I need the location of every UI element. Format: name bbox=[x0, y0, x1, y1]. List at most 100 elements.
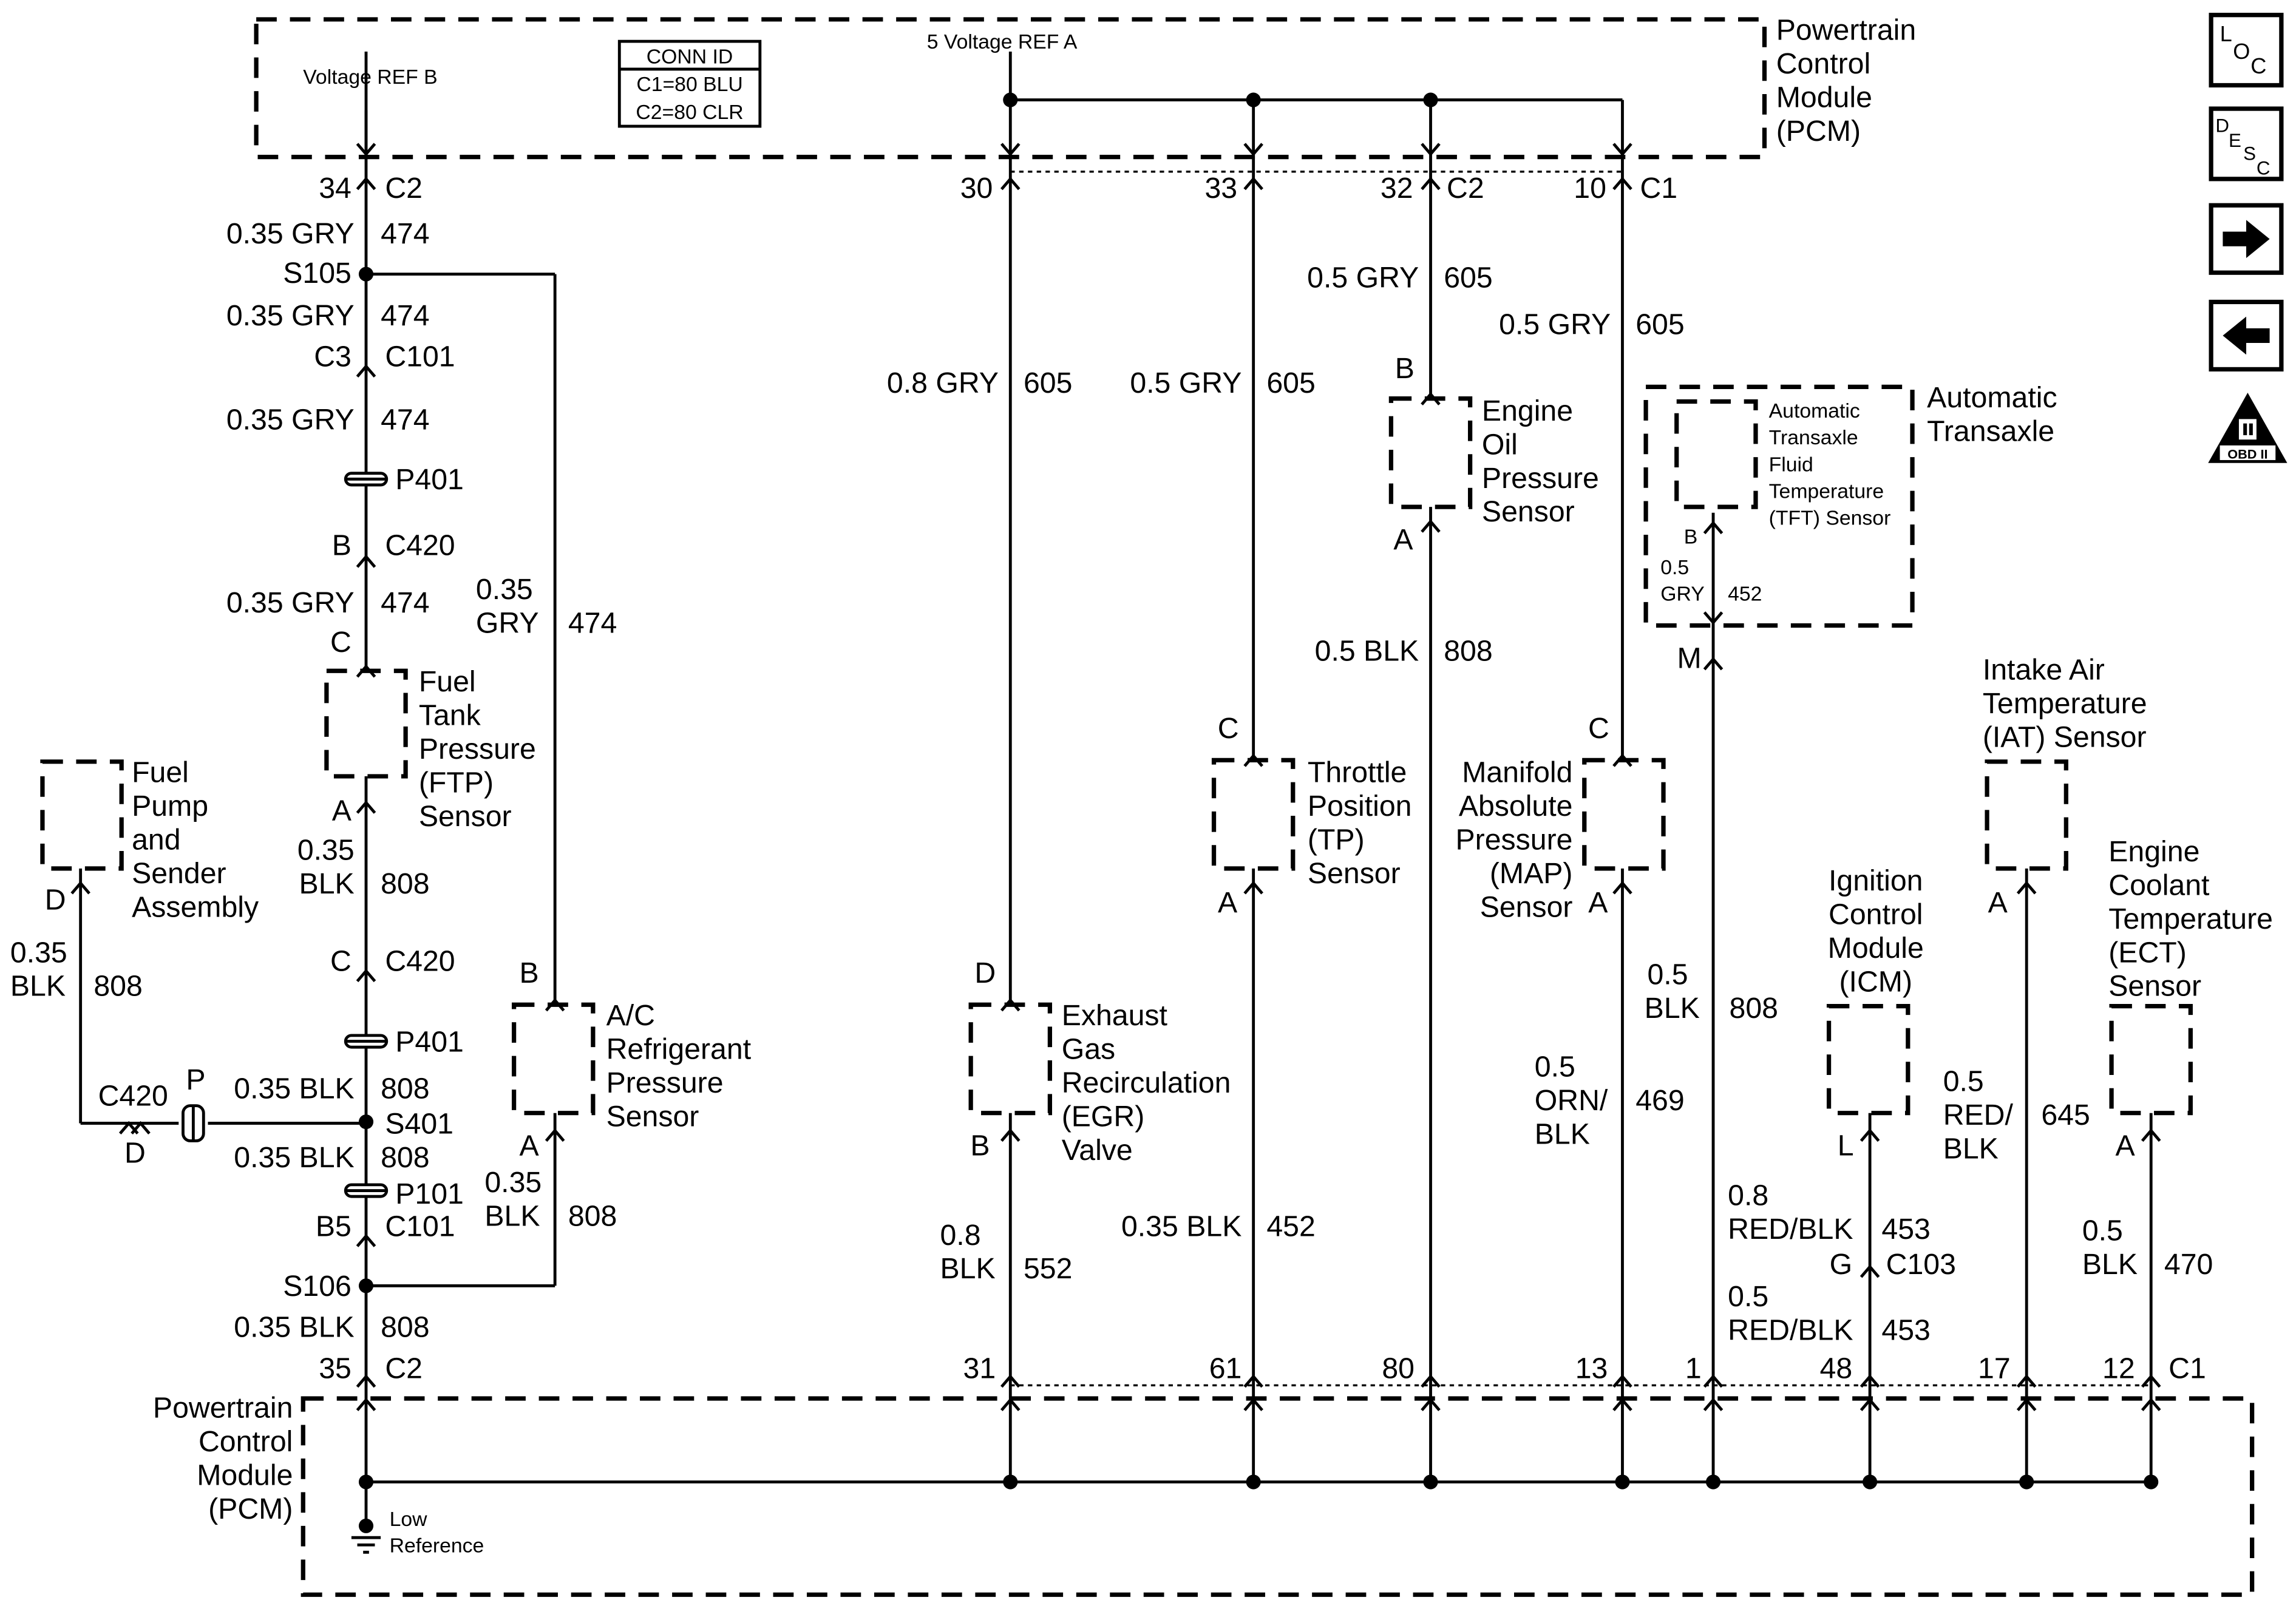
ac-sensor-name-lines-line-2-label: Pressure bbox=[606, 1066, 724, 1099]
egr-valve-name-lines-line-0-label: Exhaust bbox=[1062, 999, 1168, 1032]
fuel-pump-box bbox=[40, 759, 124, 871]
tft-sensor-name-lines-line-0-label: Automatic bbox=[1769, 399, 1860, 422]
oil-sensor-box bbox=[1388, 396, 1473, 509]
tp-sensor-name-lines-line-2-label: (TP) bbox=[1308, 824, 1365, 856]
left-circuit-w5-line-0-label: 0.35 bbox=[297, 833, 355, 866]
bus-splice-dot bbox=[2144, 1474, 2159, 1490]
map-sensor-wire-bottom-line-3-label: 469 bbox=[1635, 1084, 1684, 1117]
tft-sensor-pin-b-label: B bbox=[1684, 525, 1698, 548]
left-circuit-w2-line-0-label: 0.35 GRY bbox=[226, 299, 355, 332]
left-circuit-c420-mid-line-0-label: C bbox=[330, 945, 352, 978]
icm-wire2-line-0-label: 0.5 bbox=[1728, 1280, 1768, 1313]
connector-terminal-icon bbox=[1243, 753, 1263, 767]
egr-valve-pin-top-label: D bbox=[974, 957, 996, 989]
pcm-top-name-lines-line-2-label: Module bbox=[1776, 81, 1872, 114]
map-sensor-pin-bottom-label: A bbox=[1588, 886, 1608, 919]
icm-wire2-line-2-label: 453 bbox=[1881, 1314, 1930, 1347]
connector-terminal-icon bbox=[356, 1374, 376, 1388]
oil-sensor-wire-top-line-1-label: 605 bbox=[1444, 261, 1492, 294]
left-circuit-w5-line-1-label: BLK bbox=[299, 867, 355, 900]
pcm-top-conn-id-line-2-label: C2=80 CLR bbox=[636, 101, 743, 124]
oil-sensor-wire-bottom-line-0-label: 0.5 BLK bbox=[1315, 634, 1419, 667]
pcm-top-pins-p33-label: 33 bbox=[1204, 172, 1237, 205]
tft-sensor-name-lines-line-2-label: Fluid bbox=[1769, 453, 1813, 476]
iat-sensor-name-lines-line-1-label: Temperature bbox=[1983, 687, 2147, 720]
splice-dot bbox=[358, 1278, 374, 1293]
arrow-left-icon[interactable] bbox=[2209, 299, 2284, 372]
pcm-top-pins-c1-label: C1 bbox=[1640, 172, 1677, 205]
connector-terminal-icon bbox=[545, 998, 565, 1012]
pcm-input-arrow-icon bbox=[1612, 1397, 1632, 1411]
connector-terminal-icon bbox=[1860, 1374, 1880, 1388]
egr-valve-box bbox=[968, 1002, 1053, 1116]
map-sensor-wire-top-line-1-label: 605 bbox=[1635, 308, 1684, 341]
ftp-sensor-name-lines-line-3-label: (FTP) bbox=[419, 766, 494, 799]
ac-sensor-name-lines-line-3-label: Sensor bbox=[606, 1100, 699, 1133]
fuel-pump-pin-label: D bbox=[45, 883, 66, 916]
tp-sensor-pcm-pin-label: 61 bbox=[1209, 1352, 1242, 1385]
fuel-pump-wire-line-1-label: BLK bbox=[10, 970, 66, 1003]
ect-sensor-pin-label: A bbox=[2116, 1130, 2136, 1162]
arrow-right-icon[interactable] bbox=[2209, 203, 2284, 275]
pcm-input-arrow-icon bbox=[356, 143, 376, 157]
oil-sensor-wire-bottom-line-1-label: 808 bbox=[1444, 634, 1492, 667]
tft-sensor-name-lines-line-4-label: (TFT) Sensor bbox=[1769, 507, 1891, 530]
bus-splice-dot bbox=[1246, 1474, 1261, 1490]
connector-terminal-icon bbox=[1243, 177, 1263, 191]
splice-dot bbox=[1003, 92, 1018, 107]
icm-pin-label: L bbox=[1838, 1130, 1854, 1162]
connector-terminal-icon bbox=[1612, 881, 1632, 895]
left-circuit-c420-top-line-0-label: B bbox=[332, 529, 352, 562]
map-sensor-pcm-pin-label: 13 bbox=[1575, 1352, 1608, 1385]
loc-icon[interactable]: LOC bbox=[2209, 13, 2284, 88]
bus-splice-dot bbox=[1003, 1474, 1018, 1490]
ect-sensor-name-lines-line-2-label: Temperature bbox=[2108, 903, 2273, 935]
ect-sensor-name-lines-line-0-label: Engine bbox=[2108, 835, 2199, 868]
pcm-bottom-name-lines-line-0-label: Powertrain bbox=[153, 1391, 293, 1424]
pcm-input-arrow-icon bbox=[2016, 1397, 2037, 1411]
ect-sensor-conn-label: C1 bbox=[2169, 1352, 2206, 1385]
connector-terminal-icon bbox=[1860, 1128, 1880, 1142]
iat-sensor-pin-label: A bbox=[1988, 886, 2008, 919]
tp-sensor-pin-top-label: C bbox=[1218, 712, 1239, 745]
left-circuit-c420-mid-line-1-label: C420 bbox=[385, 945, 455, 978]
icm-pcm-pin-label: 48 bbox=[1820, 1352, 1853, 1385]
obd-ii-icon[interactable]: OBD II bbox=[2208, 392, 2288, 463]
left-circuit-w1-line-0-label: 0.35 GRY bbox=[226, 217, 355, 250]
left-circuit-w8-line-1-label: 808 bbox=[381, 1311, 429, 1344]
fuel-pump-name-lines-line-4-label: Assembly bbox=[132, 890, 259, 923]
icm-name-lines-line-2-label: Module bbox=[1828, 932, 1924, 964]
tft-sensor-wire-bottom-line-1-label: BLK bbox=[1645, 992, 1700, 1025]
connector-terminal-icon bbox=[1421, 1374, 1441, 1388]
fuel-pump-wire-line-2-label: 808 bbox=[93, 970, 142, 1003]
connector-terminal-icon bbox=[1612, 177, 1632, 191]
connector-terminal-icon bbox=[545, 1128, 565, 1142]
fuel-pump-conn-line-0-label: C420 bbox=[98, 1080, 168, 1113]
connector-terminal-icon bbox=[2141, 1374, 2161, 1388]
left-circuit-w6-line-1-label: 808 bbox=[381, 1073, 429, 1105]
pcm-input-arrow-icon bbox=[1000, 1397, 1021, 1411]
pcm-top-name-lines-line-1-label: Control bbox=[1776, 47, 1870, 80]
ac-sensor-name-lines-line-0-label: A/C bbox=[606, 999, 655, 1032]
icm-name-lines-line-0-label: Ignition bbox=[1829, 864, 1923, 897]
ac-sensor-wire-line-0-label: 0.35 bbox=[484, 1166, 542, 1199]
splice-dot bbox=[358, 1114, 374, 1130]
egr-valve-name-lines-line-4-label: Valve bbox=[1062, 1134, 1133, 1167]
tp-sensor-wire-bottom-line-1-label: 452 bbox=[1266, 1210, 1315, 1242]
tp-sensor-name-lines-line-3-label: Sensor bbox=[1308, 857, 1401, 890]
desc-icon[interactable]: DESC bbox=[2209, 106, 2284, 181]
splice-dot bbox=[1246, 92, 1261, 107]
connector-terminal-icon bbox=[1000, 1128, 1021, 1142]
obd-label: OBD II bbox=[2227, 447, 2267, 462]
map-sensor-name-lines-line-2-label: Pressure bbox=[1456, 824, 1573, 856]
left-circuit-p101-label: P101 bbox=[395, 1178, 464, 1210]
ect-sensor-name-lines-line-4-label: Sensor bbox=[2108, 970, 2201, 1003]
ect-sensor-wire-line-2-label: 470 bbox=[2164, 1248, 2213, 1281]
icm-wire1-line-1-label: RED/BLK bbox=[1728, 1213, 1853, 1246]
connector-terminal-icon bbox=[1000, 1374, 1021, 1388]
connector-terminal-icon bbox=[1612, 753, 1632, 767]
oil-sensor-name-lines-line-2-label: Pressure bbox=[1482, 462, 1599, 495]
ftp-sensor-name-lines-line-4-label: Sensor bbox=[419, 800, 512, 833]
fuel-pump-wire-line-0-label: 0.35 bbox=[10, 936, 67, 969]
